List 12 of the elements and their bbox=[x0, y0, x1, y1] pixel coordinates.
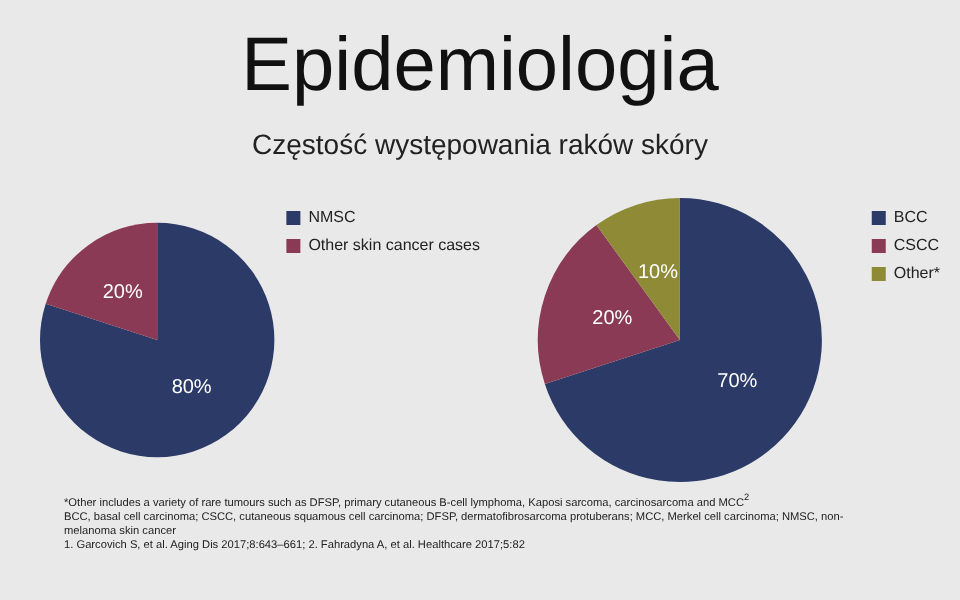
chart-title: Epidemiologia bbox=[239, 24, 721, 110]
legend-label: BCC bbox=[893, 208, 928, 227]
legend-label: NMSC bbox=[308, 208, 356, 227]
legend-label: Other* bbox=[893, 264, 941, 283]
data-label: 20% bbox=[102, 282, 143, 305]
data-label: 70% bbox=[717, 371, 758, 394]
chart-subtitle: Częstość występowania raków skóry bbox=[250, 128, 710, 160]
data-label: 10% bbox=[637, 261, 679, 284]
data-label: 80% bbox=[171, 376, 212, 399]
legend-label: CSCC bbox=[893, 236, 940, 255]
legend-label: Other skin cancer cases bbox=[308, 236, 480, 255]
data-label: 20% bbox=[592, 307, 633, 330]
